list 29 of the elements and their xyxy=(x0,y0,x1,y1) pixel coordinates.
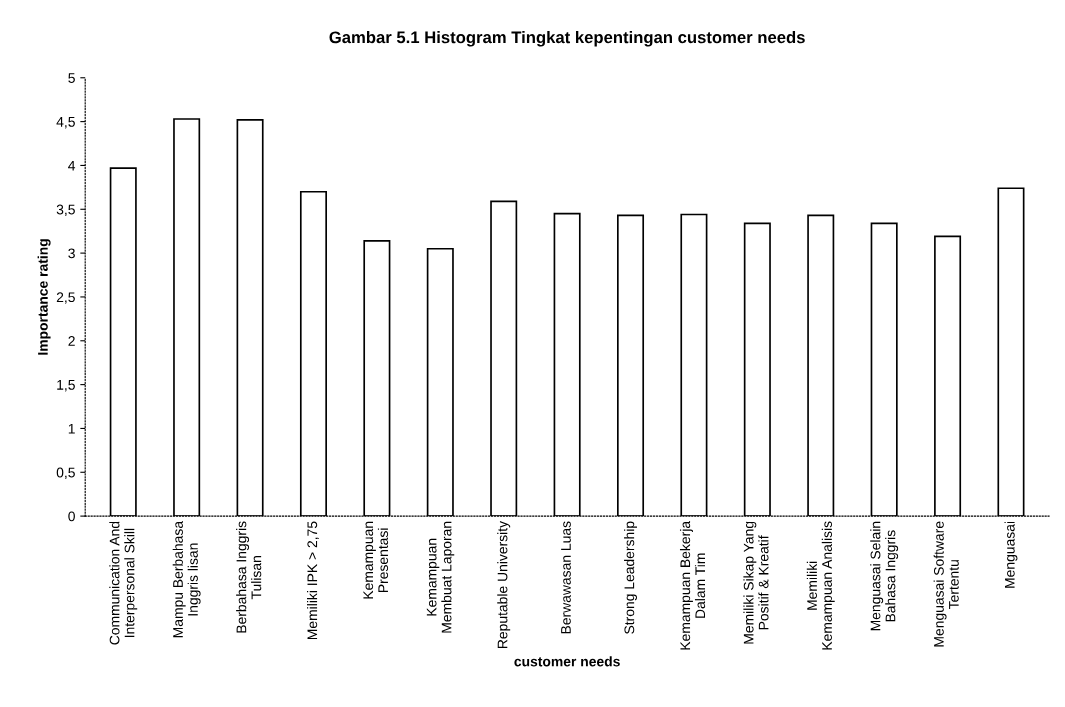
y-tick-label: 0 xyxy=(68,511,75,522)
x-tick-label: Memiliki Kemampuan Analisis xyxy=(806,521,835,650)
y-tick-label: 4 xyxy=(68,160,76,171)
y-tick-label: 5 xyxy=(68,73,75,83)
x-tick-label: Communication And Interpersonal Skill xyxy=(109,521,138,645)
x-tick-label: Mampu Berbahasa Inggris lisan xyxy=(172,520,201,638)
x-tick-label: Kemampuan Membuat Laporan xyxy=(426,521,455,633)
y-tick-label: 1 xyxy=(68,423,75,434)
x-tick-label: Menguasai Selain Bahasa Inggris xyxy=(870,521,899,631)
y-axis-title: Importance rating xyxy=(37,239,51,355)
x-tick-label: Memiliki Sikap Yang Positif & Kreatif xyxy=(743,521,769,644)
x-tick-label: Menguasai Software Tertentu xyxy=(933,521,959,647)
x-tick-label: Berwawasan Luas xyxy=(561,521,571,634)
x-tick-label: Menguasai xyxy=(1004,521,1018,588)
x-tick-label: Memiliki IPK > 2,75 xyxy=(307,521,319,640)
y-tick-label: 4,5 xyxy=(56,117,75,129)
x-axis-title: customer needs xyxy=(514,656,620,667)
y-tick-label: 0,5 xyxy=(56,467,75,480)
y-tick-label: 3 xyxy=(68,248,75,259)
chart-title: Gambar 5.1 Histogram Tingkat kepentingan customer needs xyxy=(329,30,805,47)
x-tick-label: Strong Leadership xyxy=(624,521,637,634)
y-tick-label: 2 xyxy=(68,336,75,346)
x-tick-label: Kemampuan Bekerja Dalam Tim xyxy=(679,520,706,650)
y-tick-label: 3,5 xyxy=(56,204,75,217)
y-tick-label: 2,5 xyxy=(56,292,75,304)
x-tick-label: Kemampuan Presentasi xyxy=(363,521,389,599)
x-tick-label: Reputable University xyxy=(497,520,511,648)
x-tick-label: Berbahasa Inggris Tulisan xyxy=(236,521,262,633)
y-tick-label: 1,5 xyxy=(57,380,75,392)
